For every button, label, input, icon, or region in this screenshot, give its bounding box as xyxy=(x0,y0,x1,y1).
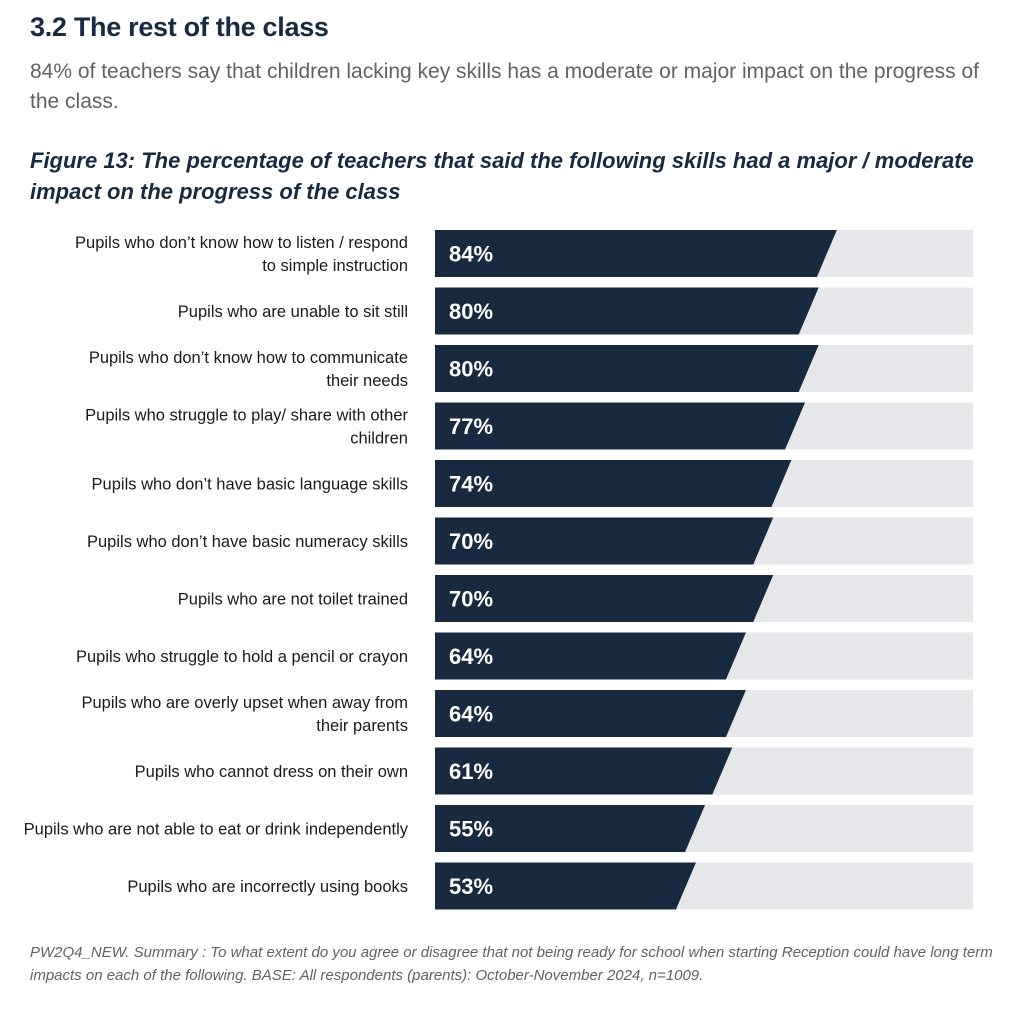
figure-footnote: PW2Q4_NEW. Summary : To what extent do y… xyxy=(30,944,993,984)
bar xyxy=(435,402,806,450)
category-label: Pupils who don’t have basic language ski… xyxy=(92,476,408,494)
category-label: to simple instruction xyxy=(262,257,408,275)
bar xyxy=(435,690,746,737)
bar xyxy=(435,345,819,392)
bar xyxy=(435,862,696,910)
bar-value-label: 55% xyxy=(449,817,493,842)
category-label: Pupils who don’t know how to listen / re… xyxy=(75,234,408,252)
section-title: 3.2 The rest of the class xyxy=(30,12,329,42)
category-label: Pupils who don’t have basic numeracy ski… xyxy=(87,533,408,551)
category-label: Pupils who cannot dress on their own xyxy=(135,763,408,781)
bar xyxy=(435,805,706,852)
bar xyxy=(435,517,774,565)
bar xyxy=(435,632,746,680)
bar xyxy=(435,287,819,335)
section-intro: 84% of teachers say that children lackin… xyxy=(30,60,979,113)
category-label: their needs xyxy=(326,372,408,390)
bar-value-label: 84% xyxy=(449,242,493,267)
category-label: Pupils who are overly upset when away fr… xyxy=(82,694,409,712)
category-label: their parents xyxy=(316,717,408,735)
bar xyxy=(435,460,792,507)
category-label: Pupils who are unable to sit still xyxy=(178,303,408,321)
bar xyxy=(435,575,774,622)
bar-value-label: 80% xyxy=(449,357,493,382)
bar-value-label: 80% xyxy=(449,299,493,324)
bar-value-label: 61% xyxy=(449,759,493,784)
bar-value-label: 77% xyxy=(449,414,493,439)
bar-value-label: 53% xyxy=(449,874,493,899)
bar xyxy=(435,747,733,795)
bar xyxy=(435,230,837,277)
bar-value-label: 64% xyxy=(449,702,493,727)
category-label: Pupils who don’t know how to communicate xyxy=(89,349,408,367)
bar-value-label: 70% xyxy=(449,529,493,554)
category-label: Pupils who struggle to play/ share with … xyxy=(85,407,408,425)
bar-value-label: 74% xyxy=(449,472,493,497)
bar-value-label: 70% xyxy=(449,587,493,612)
category-label: Pupils who are incorrectly using books xyxy=(127,878,408,896)
bar-value-label: 64% xyxy=(449,644,493,669)
bar-chart: 84% Pupils who don’t know how to listen /… xyxy=(24,230,973,910)
category-label: children xyxy=(350,430,408,448)
category-label: Pupils who are not able to eat or drink … xyxy=(24,821,409,839)
category-label: Pupils who are not toilet trained xyxy=(178,591,408,609)
figure-title: Figure 13: The percentage of teachers th… xyxy=(30,148,974,204)
category-label: Pupils who struggle to hold a pencil or … xyxy=(76,648,408,666)
